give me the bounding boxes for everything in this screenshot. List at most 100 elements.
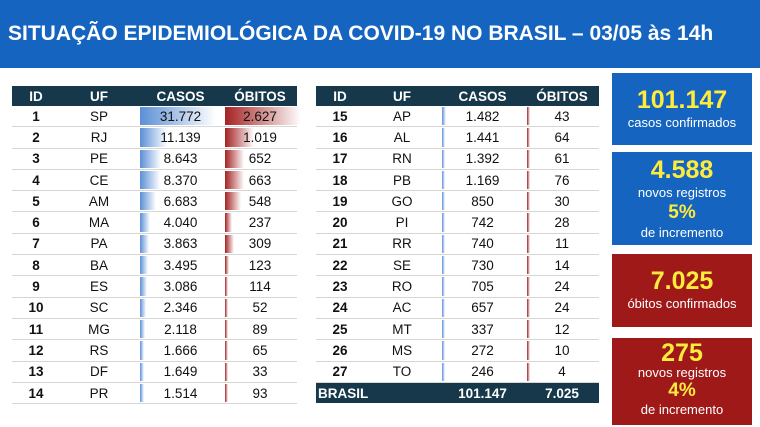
- table-row: 21 RR 740 11: [316, 233, 599, 256]
- state-casos-value: 246: [471, 364, 494, 380]
- obitos-data-bar: [527, 107, 530, 126]
- state-casos-value: 1.392: [465, 151, 500, 167]
- casos-confirmados-box: 101.147 casos confirmados: [612, 73, 752, 145]
- state-id-cell: 25: [316, 318, 364, 341]
- state-obitos-cell: 24: [525, 297, 599, 319]
- state-casos-cell: 657: [440, 297, 525, 319]
- state-casos-cell: 2.346: [138, 297, 223, 319]
- total-casos: 101.147: [440, 382, 525, 404]
- state-casos-cell: 740: [440, 233, 525, 256]
- state-id-cell: 1: [12, 106, 60, 128]
- state-uf-cell: SP: [60, 106, 138, 128]
- casos-data-bar: [140, 341, 144, 360]
- casos-data-bar: [140, 107, 216, 126]
- state-obitos-cell: 1.019: [223, 126, 297, 149]
- state-obitos-value: 93: [252, 385, 268, 401]
- state-obitos-value: 652: [248, 151, 272, 167]
- header-banner: SITUAÇÃO EPIDEMIOLÓGICA DA COVID-19 NO B…: [0, 0, 760, 68]
- state-id-cell: 14: [12, 382, 60, 405]
- table-row: 24 AC 657 24: [316, 297, 599, 319]
- state-obitos-cell: 33: [223, 361, 297, 383]
- state-casos-value: 31.772: [159, 108, 202, 124]
- casos-data-bar: [140, 192, 156, 211]
- obitos-data-bar: [527, 234, 530, 254]
- state-obitos-cell: 43: [525, 106, 599, 128]
- right-states-table: ID UF CASOS ÓBITOS 15 AP 1.482 43 16 AL 1.441 6…: [316, 86, 599, 404]
- state-obitos-value: 123: [248, 257, 272, 273]
- state-obitos-cell: 24: [525, 275, 599, 298]
- casos-data-bar: [140, 256, 149, 275]
- state-casos-value: 3.863: [163, 236, 198, 252]
- state-casos-value: 8.643: [163, 151, 198, 167]
- state-casos-cell: 3.086: [138, 275, 223, 298]
- state-obitos-cell: 663: [223, 169, 297, 192]
- col-uf-header: UF: [364, 86, 440, 106]
- state-uf-cell: SC: [60, 297, 138, 319]
- novos-obitos-percent: 4%: [668, 380, 696, 401]
- obitos-data-bar: [527, 128, 530, 147]
- state-obitos-value: 11: [554, 236, 569, 252]
- state-obitos-value: 14: [554, 257, 570, 273]
- casos-data-bar: [442, 213, 445, 232]
- state-uf-cell: AL: [364, 126, 440, 149]
- state-casos-value: 4.040: [163, 215, 198, 231]
- state-casos-cell: 3.495: [138, 254, 223, 277]
- state-obitos-cell: 114: [223, 275, 297, 298]
- obitos-confirmados-label: óbitos confirmados: [627, 296, 737, 311]
- table-row: 12 RS 1.666 65: [12, 339, 297, 362]
- state-id-cell: 9: [12, 275, 60, 298]
- state-obitos-value: 24: [554, 300, 570, 316]
- state-casos-cell: 4.040: [138, 211, 223, 234]
- state-casos-value: 337: [471, 321, 494, 337]
- table-row: 19 GO 850 30: [316, 190, 599, 213]
- left-states-table: ID UF CASOS ÓBITOS 1 SP 31.772 2.627 2 RJ 11.1…: [12, 86, 301, 405]
- novos-casos-label2: de incremento: [640, 225, 724, 240]
- state-obitos-value: 30: [554, 193, 570, 209]
- state-obitos-value: 4: [558, 364, 566, 380]
- state-id-cell: 19: [316, 190, 364, 213]
- obitos-confirmados-value: 7.025: [650, 267, 714, 295]
- state-id-cell: 4: [12, 169, 60, 192]
- state-casos-value: 3.495: [163, 257, 198, 273]
- state-casos-cell: 272: [440, 339, 525, 362]
- state-uf-cell: PB: [364, 169, 440, 192]
- state-casos-value: 705: [471, 279, 494, 295]
- table-row: 10 SC 2.346 52: [12, 297, 297, 319]
- state-id-cell: 27: [316, 361, 364, 383]
- table-row: 17 RN 1.392 61: [316, 148, 599, 170]
- state-obitos-cell: 4: [525, 361, 599, 383]
- casos-data-bar: [442, 170, 445, 190]
- casos-data-bar: [442, 319, 445, 339]
- table-row: 23 RO 705 24: [316, 275, 599, 298]
- state-obitos-cell: 11: [525, 233, 599, 256]
- state-id-cell: 20: [316, 211, 364, 234]
- table-row: 3 PE 8.643 652: [12, 148, 297, 170]
- state-id-cell: 12: [12, 339, 60, 362]
- state-casos-cell: 742: [440, 211, 525, 234]
- table-row: 20 PI 742 28: [316, 211, 599, 234]
- obitos-data-bar: [225, 362, 228, 381]
- state-obitos-cell: 14: [525, 254, 599, 277]
- table-row: 7 PA 3.863 309: [12, 233, 297, 256]
- state-casos-value: 1.482: [465, 108, 500, 124]
- state-obitos-value: 52: [252, 300, 268, 316]
- state-obitos-cell: 10: [525, 339, 599, 362]
- casos-data-bar: [140, 128, 167, 147]
- state-obitos-cell: 2.627: [223, 106, 301, 128]
- obitos-data-bar: [527, 319, 530, 339]
- table-row: 2 RJ 11.139 1.019: [12, 126, 297, 149]
- state-casos-cell: 6.683: [138, 190, 223, 213]
- obitos-data-bar: [225, 298, 228, 317]
- col-obitos-header: ÓBITOS: [223, 86, 297, 106]
- state-id-cell: 16: [316, 126, 364, 149]
- obitos-data-bar: [527, 298, 530, 317]
- state-obitos-cell: 30: [525, 190, 599, 213]
- state-casos-cell: 8.370: [138, 169, 223, 192]
- state-obitos-value: 64: [554, 129, 570, 145]
- state-id-cell: 15: [316, 106, 364, 128]
- casos-data-bar: [140, 149, 161, 168]
- state-casos-value: 2.118: [164, 321, 197, 337]
- state-id-cell: 24: [316, 297, 364, 319]
- novos-casos-value: 4.588: [650, 156, 714, 184]
- state-obitos-value: 1.019: [243, 129, 277, 145]
